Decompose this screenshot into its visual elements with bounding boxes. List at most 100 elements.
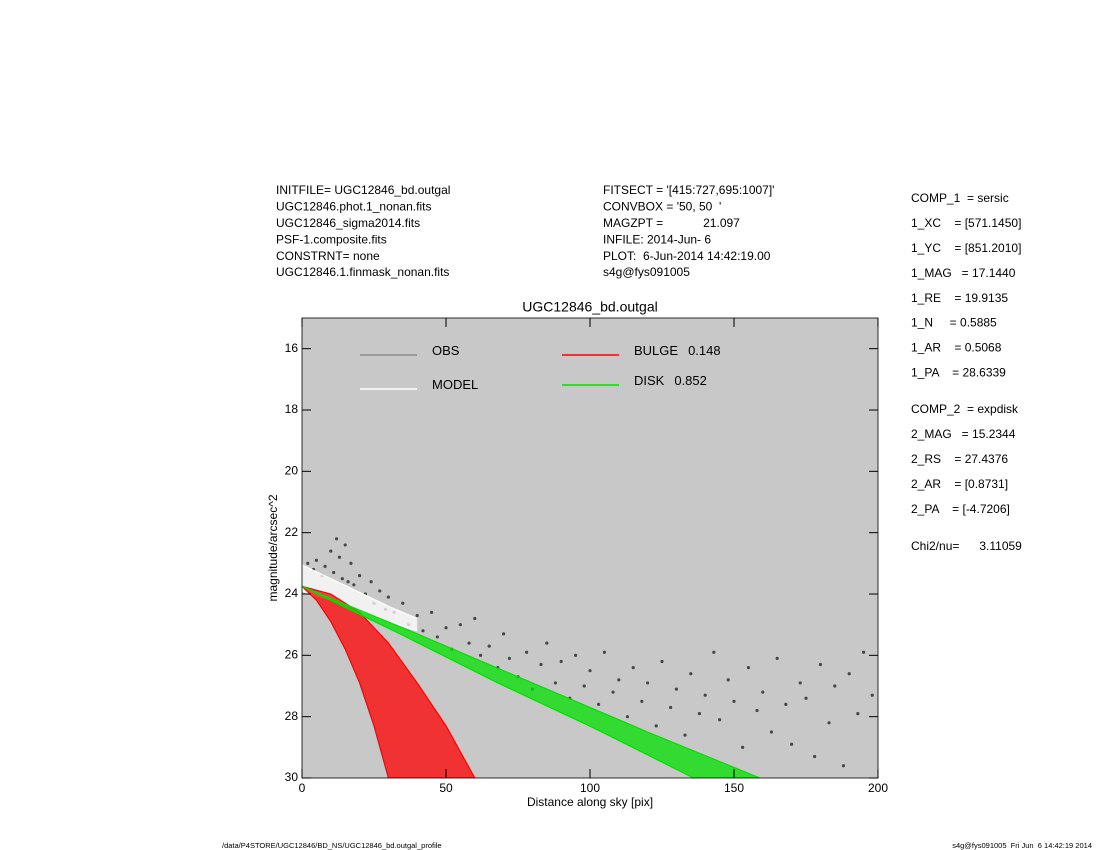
obs-point: [654, 724, 658, 728]
obs-point: [689, 672, 693, 676]
y-tick-label: 22: [285, 525, 299, 539]
obs-point: [775, 656, 779, 661]
footer-right: s4g@fys091005 Fri Jun 6 14:42:19 2014: [952, 841, 1092, 850]
info-left-line: UGC12846_sigma2014.fits: [276, 216, 420, 230]
y-tick-label: 18: [285, 402, 299, 416]
obs-point: [847, 672, 851, 676]
obs-point: [553, 681, 558, 685]
legend-name: MODEL: [432, 377, 478, 392]
info-middle-line: CONVBOX = '50, 50 ': [603, 200, 721, 214]
param-line: 1_PA = 28.6339: [911, 365, 1006, 379]
info-middle-line: s4g@fys091005: [603, 265, 690, 279]
obs-point: [314, 558, 318, 562]
param-line: 1_AR = 0.5068: [911, 341, 1002, 355]
x-tick-label: 50: [439, 781, 453, 795]
obs-point: [870, 693, 874, 697]
obs-point: [683, 733, 687, 737]
legend-fraction: 0.148: [688, 343, 721, 358]
obs-point: [674, 687, 679, 691]
obs-point: [660, 659, 664, 664]
obs-point: [798, 681, 802, 685]
obs-point: [415, 613, 419, 618]
obs-point: [401, 601, 405, 605]
obs-point: [640, 699, 644, 703]
y-tick-label: 26: [285, 648, 299, 662]
obs-point: [478, 653, 483, 657]
band-edge: [302, 585, 694, 778]
obs-point: [697, 712, 702, 716]
legend-name: DISK: [634, 373, 665, 388]
obs-point: [306, 561, 310, 565]
band-fill: [302, 586, 760, 778]
obs-point: [784, 702, 788, 707]
info-left-line: INITFILE= UGC12846_bd.outgal: [276, 183, 450, 197]
obs-point: [458, 623, 462, 627]
param-line: 1_YC = [851.2010]: [911, 241, 1021, 255]
obs-point: [525, 650, 529, 654]
y-tick-label: 24: [285, 586, 299, 600]
obs-point: [340, 577, 344, 581]
info-middle-line: PLOT: 6-Jun-2014 14:42:19.00: [603, 249, 771, 263]
obs-point: [862, 650, 866, 654]
obs-point: [487, 644, 491, 648]
obs-point: [718, 718, 722, 722]
obs-point: [386, 595, 390, 599]
band-edge: [302, 564, 418, 620]
obs-point: [349, 561, 353, 565]
info-left-line: CONSTRNT= none: [276, 249, 380, 263]
obs-point: [669, 705, 673, 710]
obs-point: [369, 580, 373, 584]
obs-point: [582, 684, 586, 688]
obs-point: [435, 635, 439, 639]
info-left-line: UGC12846.1.finmask_nonan.fits: [276, 265, 449, 279]
obs-point: [378, 589, 382, 593]
param-line: 2_MAG = 15.2344: [911, 427, 1016, 441]
obs-point: [346, 580, 350, 584]
obs-point: [856, 712, 860, 716]
band-fill: [302, 586, 475, 778]
param-line: 1_RE = 19.9135: [911, 291, 1008, 305]
obs-point: [755, 708, 759, 713]
obs-point: [631, 666, 635, 670]
obs-point: [323, 564, 327, 569]
obs-point: [790, 742, 794, 746]
legend-label: BULGE 0.148: [634, 343, 721, 358]
obs-point: [841, 764, 846, 768]
obs-point: [574, 653, 578, 657]
obs-point: [343, 543, 347, 547]
param-line: 1_XC = [571.1450]: [911, 216, 1021, 230]
x-axis-label: Distance along sky [pix]: [527, 795, 653, 809]
obs-point: [502, 632, 506, 636]
param-line: 1_MAG = 17.1440: [911, 266, 1016, 280]
legend-fraction: 0.852: [674, 373, 707, 388]
obs-point: [421, 629, 425, 633]
obs-point: [358, 574, 362, 578]
obs-point: [602, 650, 607, 654]
param-line: 2_RS = 27.4376: [911, 452, 1008, 466]
obs-point: [507, 656, 511, 661]
chart-title: UGC12846_bd.outgal: [522, 299, 657, 315]
info-middle-line: INFILE: 2014-Jun- 6: [603, 232, 711, 246]
obs-point: [334, 537, 339, 541]
obs-point: [833, 684, 837, 688]
y-axis-label: magnitude/arcsec^2: [266, 494, 280, 601]
obs-point: [597, 702, 601, 707]
band-edge: [302, 585, 476, 778]
x-tick-label: 0: [299, 781, 306, 795]
obs-point: [732, 699, 736, 703]
obs-point: [625, 715, 630, 719]
obs-point: [813, 754, 817, 759]
obs-point: [712, 650, 716, 654]
obs-point: [741, 745, 745, 749]
band-edge: [302, 585, 389, 778]
obs-point: [588, 669, 592, 673]
param-line: 2_PA = [-4.7206]: [911, 502, 1010, 516]
obs-point: [559, 659, 563, 664]
obs-point: [617, 678, 621, 682]
legend-name: OBS: [432, 343, 460, 358]
param-line: COMP_2 = expdisk: [911, 402, 1019, 416]
obs-point: [430, 610, 434, 615]
footer-left: /data/P4STORE/UGC12846/BD_NS/UGC12846_bd…: [222, 841, 442, 850]
x-tick-label: 100: [580, 781, 600, 795]
obs-point: [703, 693, 707, 697]
